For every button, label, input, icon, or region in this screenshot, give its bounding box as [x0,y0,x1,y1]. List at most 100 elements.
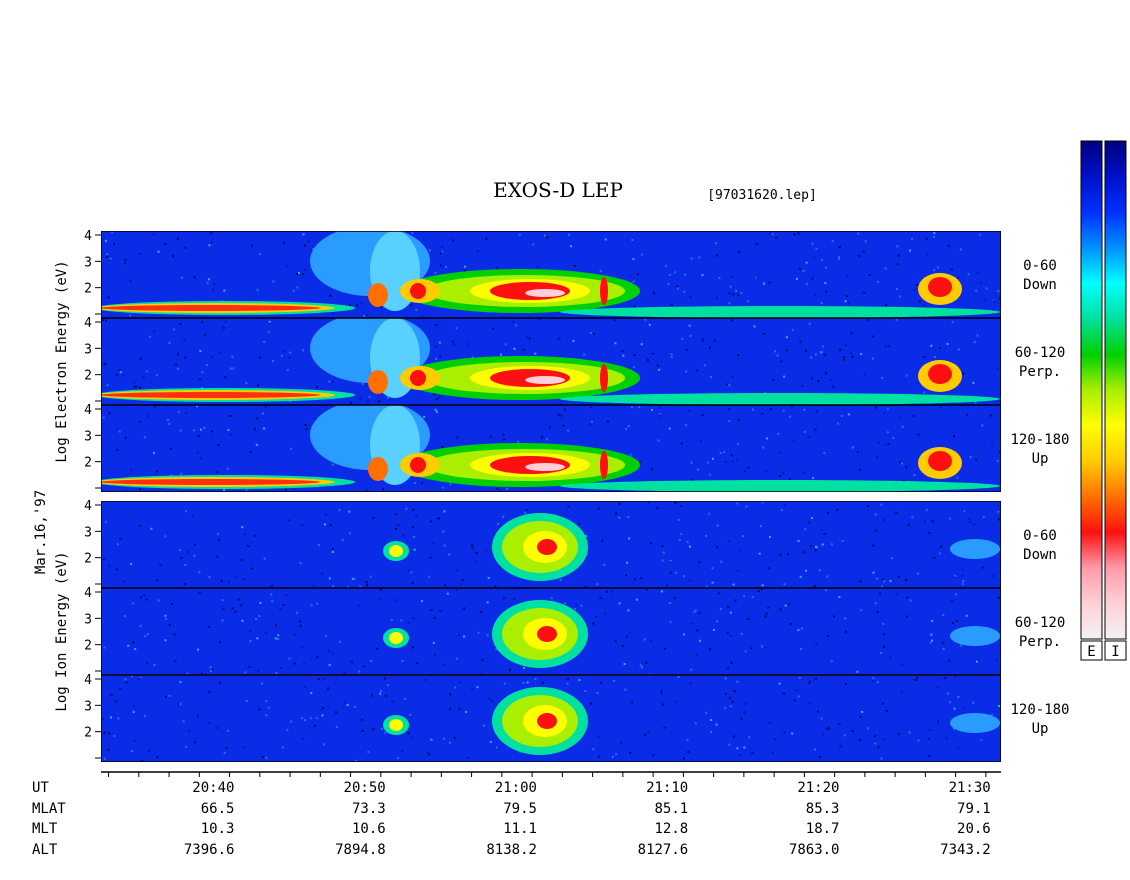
noise-pixel [115,373,118,376]
noise-pixel [814,428,817,431]
noise-pixel [249,629,252,632]
noise-pixel [968,518,971,521]
noise-pixel [282,604,285,606]
noise-pixel [901,462,903,465]
noise-pixel [513,347,516,350]
noise-pixel [585,535,588,537]
noise-pixel [346,585,349,588]
noise-pixel [359,585,362,588]
noise-pixel [880,757,883,760]
noise-pixel [727,605,730,608]
noise-pixel [583,353,586,356]
y-tick-label: 2 [84,369,92,384]
noise-pixel [807,682,810,685]
noise-pixel [359,397,362,400]
noise-pixel [164,614,167,617]
noise-pixel [957,276,960,279]
noise-pixel [823,533,826,536]
noise-pixel [604,612,607,615]
noise-pixel [912,415,915,418]
noise-pixel [991,713,994,716]
noise-pixel [496,266,499,269]
noise-pixel [106,384,109,387]
noise-pixel [803,551,806,554]
noise-pixel [435,323,438,326]
noise-pixel [996,367,999,370]
ephemeris-cell: 85.1 [655,801,689,817]
noise-pixel [407,732,410,735]
noise-pixel [304,423,307,426]
noise-pixel [397,524,400,526]
noise-pixel [867,505,870,508]
noise-pixel [833,615,835,618]
noise-pixel [729,611,732,614]
noise-pixel [688,579,691,582]
noise-pixel [131,750,134,752]
noise-pixel [545,438,548,441]
noise-pixel [421,482,424,485]
pitch-angle-direction: Down [1023,547,1057,563]
noise-pixel [850,352,853,355]
noise-pixel [737,354,740,357]
noise-pixel [727,540,730,543]
noise-pixel [103,646,106,649]
noise-pixel [127,644,130,647]
noise-pixel [951,599,953,602]
noise-pixel [108,732,111,735]
noise-pixel [466,343,469,346]
noise-pixel [767,606,770,609]
noise-pixel [475,552,478,554]
noise-pixel [788,603,790,606]
noise-pixel [257,384,259,387]
noise-pixel [805,261,808,264]
noise-pixel [224,376,227,379]
noise-pixel [646,588,649,591]
noise-pixel [323,523,326,526]
noise-pixel [232,367,235,370]
noise-pixel [173,328,175,331]
noise-pixel [864,240,867,243]
noise-pixel [118,430,121,433]
noise-pixel [241,559,244,562]
noise-pixel [179,681,182,683]
noise-pixel [423,415,426,418]
noise-pixel [237,598,240,601]
noise-pixel [315,717,318,720]
ephemeris-cell: 7343.2 [940,842,991,858]
noise-pixel [928,754,931,757]
noise-pixel [485,549,488,552]
noise-pixel [116,448,119,451]
noise-pixel [710,730,713,733]
noise-pixel [156,579,159,582]
noise-pixel [689,295,692,298]
noise-pixel [390,618,393,621]
noise-pixel [769,232,772,235]
noise-pixel [441,245,444,248]
noise-pixel [686,540,689,543]
noise-pixel [302,349,305,352]
noise-pixel [261,756,264,758]
noise-pixel [518,233,521,236]
noise-pixel [984,299,987,302]
noise-pixel [320,709,323,712]
noise-pixel [589,423,592,426]
noise-pixel [844,300,847,303]
noise-pixel [298,620,301,623]
noise-pixel [105,319,107,322]
noise-pixel [346,704,349,706]
noise-pixel [297,272,300,274]
noise-pixel [404,697,406,700]
noise-pixel [502,515,505,518]
noise-pixel [122,374,125,377]
noise-pixel [180,557,183,560]
noise-pixel [304,686,307,688]
noise-pixel [502,438,505,441]
y-tick-label: 4 [84,499,92,514]
noise-pixel [896,288,898,290]
noise-pixel [605,590,608,593]
noise-pixel [251,567,254,570]
noise-pixel [454,686,457,689]
noise-pixel [164,535,167,538]
noise-pixel [370,660,373,662]
noise-pixel [763,333,766,335]
